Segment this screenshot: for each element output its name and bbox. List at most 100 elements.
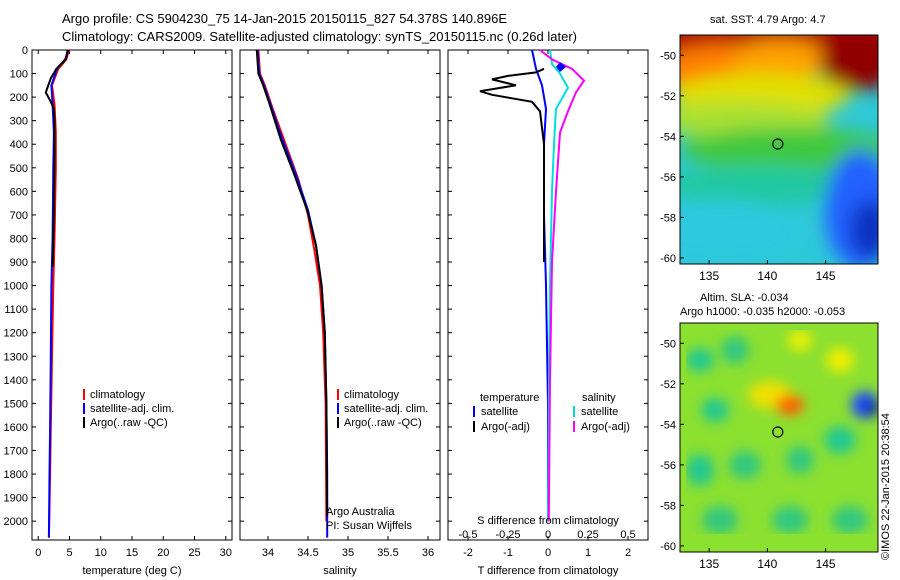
legend-label: climatology (90, 389, 146, 401)
x-tick-label: -1 (503, 547, 513, 559)
annotation-text: Argo Australia (326, 506, 395, 518)
y-tick-label: 100 (10, 69, 28, 81)
map-y-tick-label: -52 (660, 91, 676, 103)
series-line-salinity-2 (255, 49, 329, 517)
x-tick-label: 30 (220, 547, 232, 559)
top-tick-label: 0.25 (577, 529, 598, 541)
x-tick-label: 36 (422, 547, 434, 559)
x-tick-label: 25 (188, 547, 200, 559)
map-x-tick-label: 140 (757, 269, 777, 283)
y-tick-label: 1900 (4, 493, 28, 505)
panel-frame-salinity (239, 49, 441, 541)
series-line-temperature-2 (44, 49, 69, 267)
sst-field (680, 35, 878, 264)
x-tick-label: 10 (95, 547, 107, 559)
x-tick-label: 0 (545, 547, 551, 559)
top-tick-label: -0.5 (459, 529, 478, 541)
y-tick-label: 900 (10, 257, 28, 269)
x-tick-label: 35 (342, 547, 354, 559)
map-y-tick-label: -58 (660, 500, 676, 512)
argo-position-marker (772, 138, 784, 150)
y-tick-label: 600 (10, 186, 28, 198)
legend-label: satellite (581, 406, 618, 418)
y-tick-label: 1300 (4, 351, 28, 363)
x-tick-label: 5 (66, 547, 72, 559)
legend-title-salinity: salinity (582, 392, 616, 404)
map-y-tick-label: -50 (660, 50, 676, 62)
difference-marker (556, 62, 566, 72)
map-x-tick-label: 135 (699, 557, 719, 571)
y-tick-label: 0 (22, 45, 28, 57)
x-tick-label: -2 (463, 547, 473, 559)
y-tick-label: 300 (10, 116, 28, 128)
map-y-tick-label: -52 (660, 379, 676, 391)
x-tick-label: 2 (625, 547, 631, 559)
y-tick-label: 200 (10, 92, 28, 104)
legend-label: satellite (481, 406, 518, 418)
y-tick-label: 2000 (4, 516, 28, 528)
legend-title-temperature: temperature (480, 392, 539, 404)
y-tick-label: 1800 (4, 469, 28, 481)
x-axis-label: salinity (323, 565, 357, 577)
map-y-tick-label: -50 (660, 338, 676, 350)
series-line-difference-1 (479, 67, 545, 262)
y-tick-label: 400 (10, 139, 28, 151)
credit-stamp: ©IMOS 22-Jan-2015 20:38:54 (880, 413, 892, 560)
sla-map-frame (679, 322, 879, 553)
map-x-tick-label: 145 (816, 269, 836, 283)
sst-map-frame (679, 34, 879, 265)
x-tick-label: 1 (585, 547, 591, 559)
panel-frame-temperature (31, 49, 233, 541)
series-line-difference-2 (547, 49, 570, 522)
legend-label: Argo(..raw -QC) (344, 417, 422, 429)
legend-label: Argo(-adj) (581, 421, 630, 433)
map-y-tick-label: -54 (660, 419, 676, 431)
x-axis-label: temperature (deg C) (82, 565, 181, 577)
y-tick-label: 1600 (4, 422, 28, 434)
map-x-tick-label: 135 (699, 269, 719, 283)
top-tick-label: 0.5 (620, 529, 635, 541)
map-y-tick-label: -60 (660, 541, 676, 553)
annotation-text: PI: Susan Wijffels (326, 520, 412, 532)
y-tick-label: 1500 (4, 398, 28, 410)
legend-label: Argo(-adj) (481, 421, 530, 433)
top-tick-label: -0.25 (495, 529, 520, 541)
argo-position-marker (772, 426, 784, 438)
map-y-tick-label: -56 (660, 172, 676, 184)
y-tick-label: 1100 (4, 304, 28, 316)
legend-label: climatology (344, 389, 400, 401)
y-tick-label: 1700 (4, 445, 28, 457)
y-tick-label: 1000 (4, 281, 28, 293)
x-axis-label: T difference from climatology (478, 565, 619, 577)
sla-map-subtitle: Argo h1000: -0.035 h2000: -0.053 (680, 306, 846, 318)
sla-map-title: Altim. SLA: -0.034 (700, 292, 789, 304)
x-tick-label: 0 (35, 547, 41, 559)
top-tick-label: 0 (545, 529, 551, 541)
x-tick-label: 34 (262, 547, 274, 559)
title-line-1: Argo profile: CS 5904230_75 14-Jan-2015 … (62, 11, 508, 26)
map-x-tick-label: 140 (757, 557, 777, 571)
map-y-tick-label: -54 (660, 131, 676, 143)
title-line-2: Climatology: CARS2009. Satellite-adjuste… (62, 29, 577, 44)
top-axis-label: S difference from climatology (477, 515, 619, 527)
x-tick-label: 15 (126, 547, 138, 559)
sla-field (680, 323, 878, 552)
y-tick-label: 500 (10, 163, 28, 175)
x-tick-label: 34.5 (297, 547, 318, 559)
legend-label: Argo(..raw -QC) (90, 417, 168, 429)
sst-map-title: sat. SST: 4.79 Argo: 4.7 (710, 14, 826, 26)
y-tick-label: 700 (10, 210, 28, 222)
map-y-tick-label: -60 (660, 253, 676, 265)
series-line-difference-3 (539, 49, 586, 522)
y-tick-label: 1400 (4, 375, 28, 387)
x-tick-label: 35.5 (377, 547, 398, 559)
map-y-tick-label: -56 (660, 460, 676, 472)
y-tick-label: 800 (10, 233, 28, 245)
map-y-tick-label: -58 (660, 212, 676, 224)
x-tick-label: 20 (157, 547, 169, 559)
y-tick-label: 1200 (4, 328, 28, 340)
legend-label: satellite-adj. clim. (90, 403, 174, 415)
map-x-tick-label: 145 (816, 557, 836, 571)
legend-label: satellite-adj. clim. (344, 403, 428, 415)
